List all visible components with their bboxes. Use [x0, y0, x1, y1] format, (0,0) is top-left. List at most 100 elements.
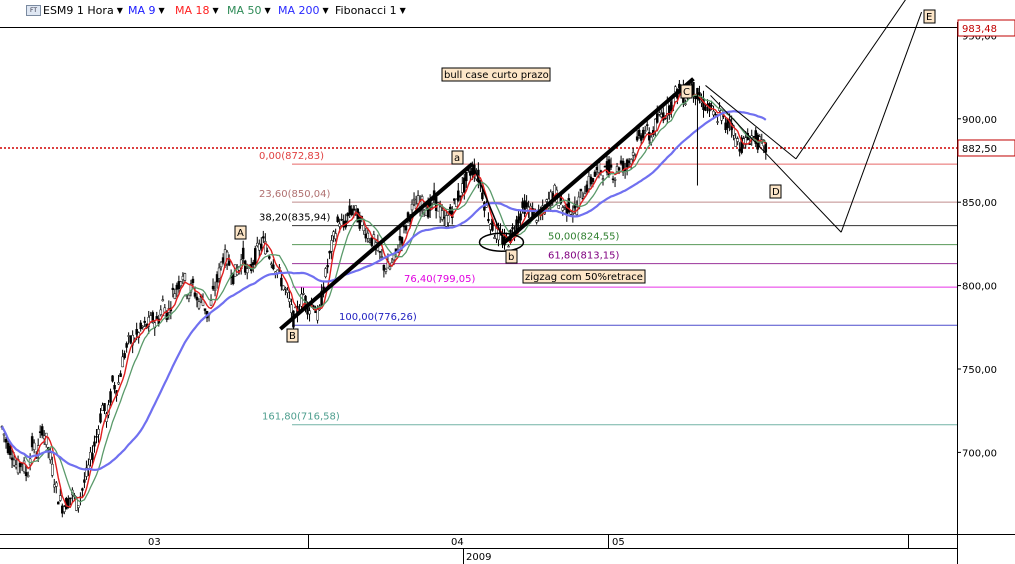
candle-body [660, 114, 663, 118]
candle-body [95, 436, 98, 438]
candle-body [734, 137, 737, 147]
symbol-selector[interactable]: ESM9 1 Hora ▼ [43, 4, 123, 17]
candle-body [109, 391, 112, 403]
candle-body [119, 373, 122, 377]
candle-body [738, 148, 741, 152]
candle-body [459, 195, 462, 198]
wave-label-box [923, 9, 936, 24]
candle-body [694, 95, 697, 100]
candle-body [752, 136, 755, 138]
indicator-ma50[interactable]: MA 50 ▼ [227, 4, 271, 17]
candle-body [290, 304, 293, 313]
chevron-down-icon: ▼ [264, 6, 271, 15]
candle-body [633, 154, 637, 156]
annotation-text: zigzag com 50%retrace [525, 272, 643, 283]
chevron-down-icon: ▼ [322, 6, 329, 15]
candle-body [567, 198, 571, 213]
candle-body [453, 198, 456, 201]
y-tick-label: 800,00 [962, 282, 997, 293]
indicator-label: MA 200 [278, 4, 320, 17]
chevron-down-icon: ▼ [212, 6, 219, 15]
candle-body [75, 496, 78, 511]
last-price-label: 983,48 [962, 24, 997, 35]
candle-body [545, 199, 548, 202]
candle-body [221, 257, 225, 263]
candle-body [748, 143, 751, 145]
trend-line-a [279, 162, 474, 331]
candle-body [26, 475, 30, 478]
candle-body [6, 442, 10, 454]
fibonacci-level-label: 23,60(850,04) [259, 189, 331, 200]
candle-body [366, 232, 370, 239]
candle-body [525, 202, 528, 208]
candle-body [93, 441, 96, 447]
candle-body [378, 251, 382, 253]
candle-body [662, 112, 665, 121]
candle-body [471, 167, 474, 175]
candle-body [288, 298, 291, 302]
candle-body [252, 262, 255, 266]
candle-body [587, 176, 591, 189]
candle-body [286, 289, 289, 293]
candle-body [262, 236, 265, 239]
candle-body [161, 299, 165, 302]
candle-body [641, 129, 645, 138]
candle-body [183, 273, 187, 281]
candle-body [77, 505, 80, 508]
candle-body [2, 433, 6, 436]
candle-body [328, 251, 331, 254]
candle-body [489, 223, 492, 230]
candle-body [177, 281, 181, 290]
candle-body [87, 464, 90, 469]
candle-body [83, 479, 86, 483]
candle-body [402, 225, 406, 228]
candle-body [656, 113, 659, 123]
candle-body [455, 198, 458, 207]
candle-body [330, 240, 333, 252]
candle-body [372, 234, 376, 247]
candle-body [714, 114, 717, 116]
candle-body [704, 106, 707, 111]
candle-body [67, 498, 70, 508]
candle-body [121, 356, 124, 368]
candle-body [103, 403, 106, 412]
candle-body [493, 237, 496, 239]
candle-body [189, 283, 193, 293]
candle-body [61, 505, 64, 514]
candle-body [364, 233, 368, 239]
candle-body [507, 245, 510, 248]
candle-body [440, 210, 444, 220]
candle-body [637, 129, 641, 137]
indicator-fibonacci[interactable]: Fibonacci 1 ▼ [335, 4, 406, 17]
candle-body [654, 118, 657, 132]
fibonacci-level-label: 100,00(776,26) [339, 312, 417, 323]
chevron-down-icon: ▼ [116, 6, 123, 15]
fibonacci-level-label: 38,20(835,94) [259, 213, 331, 224]
indicator-label: MA 9 [128, 4, 156, 17]
candle-body [22, 460, 26, 473]
candle-body [215, 274, 219, 283]
indicator-ma9[interactable]: MA 9 ▼ [128, 4, 165, 17]
candle-body [603, 165, 607, 168]
candle-body [12, 459, 16, 466]
candle-body [197, 301, 201, 309]
indicator-ma18[interactable]: MA 18 ▼ [175, 4, 219, 17]
candle-body [171, 287, 175, 291]
trend-line-ab [471, 163, 506, 243]
candle-body [55, 482, 58, 487]
candle-body [203, 308, 207, 311]
candle-body [589, 176, 593, 185]
candle-body [720, 110, 723, 121]
x-tick-label: 03 [148, 537, 161, 548]
symbol-label: ESM9 1 Hora [43, 4, 114, 17]
indicator-ma200[interactable]: MA 200 ▼ [278, 4, 329, 17]
wave-label: E [926, 12, 932, 23]
candle-body [348, 205, 351, 215]
candle-body [517, 216, 520, 224]
candle-body [382, 264, 386, 271]
candle-body [117, 382, 120, 385]
wave-label: B [289, 331, 296, 342]
candle-body [593, 171, 597, 177]
candle-body [591, 178, 595, 182]
